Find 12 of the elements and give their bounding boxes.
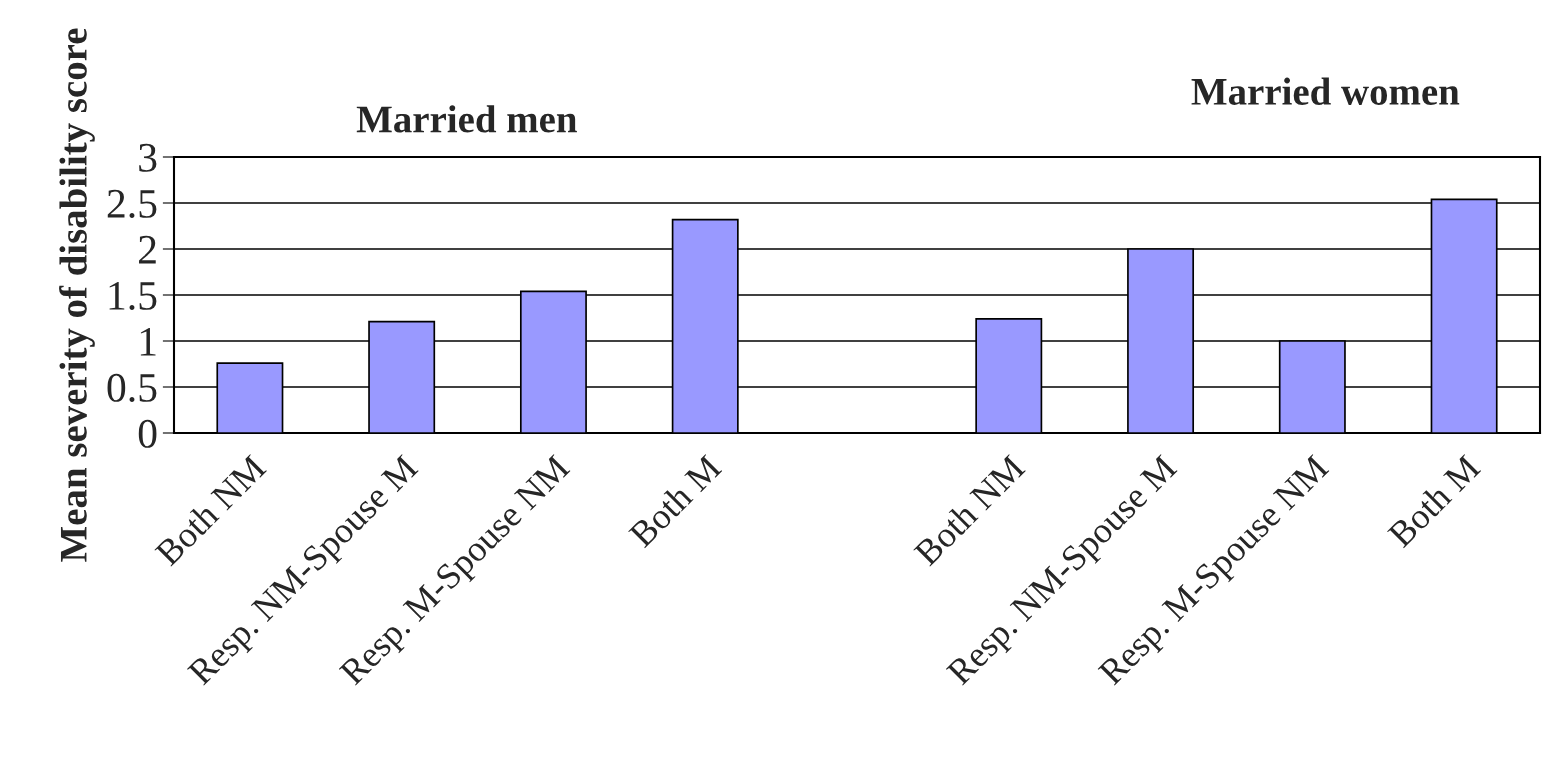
text: Married women [1191, 77, 1460, 105]
y-tick-label: 1.5 [109, 281, 157, 311]
x-tick-label: Both M [627, 453, 723, 549]
y-axis-title: Mean severity of disability score [59, 28, 95, 562]
y-tick-label: 1 [140, 327, 156, 356]
x-tick-label: Both M [1386, 453, 1482, 549]
y-tick-label: 0.5 [107, 373, 157, 403]
text: Married men [356, 105, 577, 133]
y-tick-label: 3 [139, 143, 157, 172]
y-tick-label: 2.5 [107, 189, 157, 219]
y-tick-label: 0 [138, 419, 157, 448]
y-tick-label: 2 [139, 235, 156, 264]
